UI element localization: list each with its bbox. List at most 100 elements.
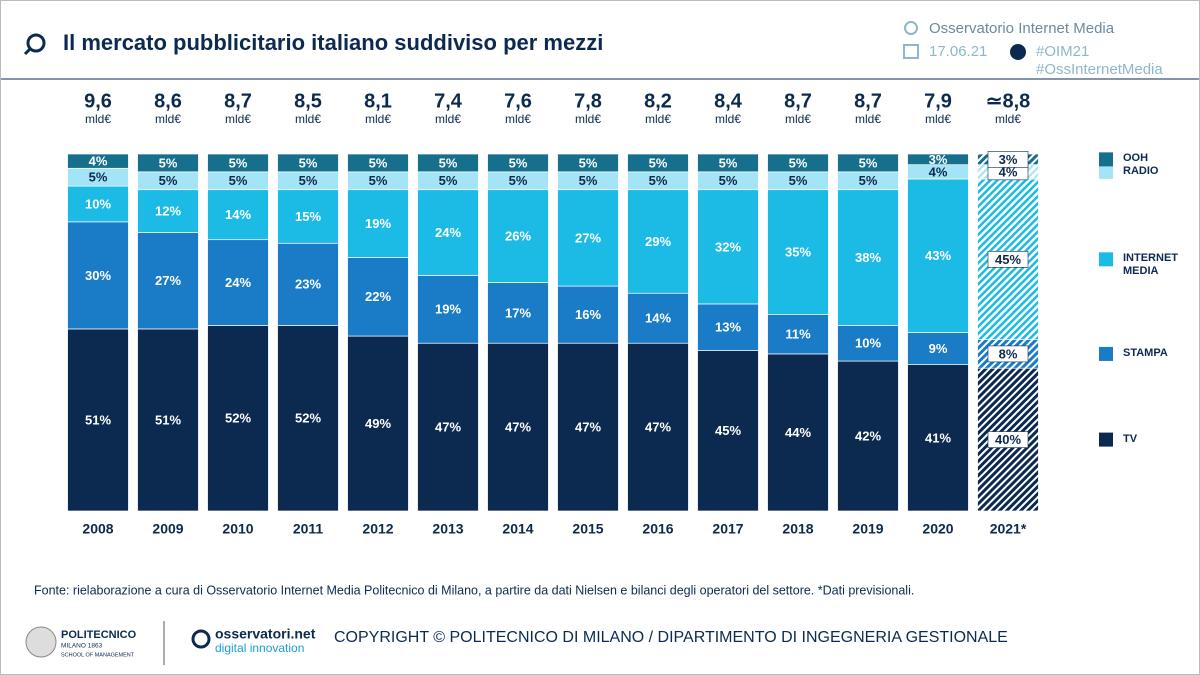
- total-unit: mld€: [505, 112, 531, 126]
- total-label: 8,6: [154, 90, 182, 112]
- value-label: 15%: [295, 209, 321, 224]
- total-unit: mld€: [785, 112, 811, 126]
- brand: osservatori.net: [215, 626, 316, 642]
- total-label: 8,4: [714, 90, 743, 112]
- value-label: 13%: [715, 320, 741, 335]
- value-label: 5%: [579, 173, 598, 188]
- bar-segment: [277, 189, 339, 244]
- value-label: 44%: [785, 425, 811, 440]
- bar-segment: [207, 239, 269, 326]
- brand-sub: digital innovation: [215, 641, 304, 655]
- value-label: 14%: [645, 311, 671, 326]
- x-tick-label: 2014: [502, 521, 533, 537]
- total-label: 7,9: [924, 90, 952, 112]
- bar-segment: [487, 153, 549, 173]
- observatory-icon: [904, 21, 918, 35]
- total-label: 7,8: [574, 90, 602, 112]
- bar-segment: [767, 189, 829, 315]
- value-label: 5%: [229, 155, 248, 170]
- value-label: 52%: [225, 411, 251, 426]
- value-label: 24%: [225, 275, 251, 290]
- total-unit: mld€: [715, 112, 741, 126]
- value-label: 40%: [995, 432, 1021, 447]
- bar-segment: [207, 325, 269, 512]
- value-label: 52%: [295, 411, 321, 426]
- bar-segment: [67, 153, 129, 169]
- value-label: 12%: [155, 204, 181, 219]
- value-label: 19%: [365, 216, 391, 231]
- bar-segment: [697, 350, 759, 512]
- logo-name: POLITECNICO: [61, 629, 137, 641]
- bar-segment: [487, 189, 549, 283]
- legend-label: INTERNET MEDIA: [1123, 252, 1178, 278]
- twitter-icon: [1010, 44, 1026, 60]
- value-label: 5%: [299, 155, 318, 170]
- total-unit: mld€: [855, 112, 881, 126]
- value-label: 5%: [159, 155, 178, 170]
- x-tick-label: 2019: [852, 521, 883, 537]
- total-label: 7,4: [434, 90, 463, 112]
- total-unit: mld€: [925, 112, 951, 126]
- title: Il mercato pubblicitario italiano suddiv…: [63, 30, 603, 55]
- x-tick-label: 2008: [82, 521, 113, 537]
- x-tick-label: 2009: [152, 521, 183, 537]
- value-label: 5%: [509, 173, 528, 188]
- value-label: 5%: [369, 155, 388, 170]
- legend-swatch: [1099, 252, 1113, 267]
- legend-swatch: [1099, 432, 1113, 447]
- bar-segment: [277, 153, 339, 173]
- value-label: 11%: [785, 327, 811, 342]
- bar-segment: [487, 282, 549, 344]
- bar-segment: [67, 185, 129, 223]
- x-tick-label: 2012: [362, 521, 393, 537]
- value-label: 3%: [999, 152, 1018, 167]
- value-label: 41%: [925, 430, 951, 445]
- value-label: 51%: [155, 412, 181, 427]
- value-label: 5%: [649, 173, 668, 188]
- total-label: 8,1: [364, 90, 392, 112]
- value-label: 35%: [785, 245, 811, 260]
- x-tick-label: 2011: [293, 521, 324, 537]
- bar-segment: [347, 189, 409, 258]
- bar-segment: [137, 232, 199, 330]
- bar-segment: [837, 153, 899, 173]
- value-label: 5%: [509, 155, 528, 170]
- logo-school: SCHOOL OF MANAGEMENT: [61, 652, 135, 658]
- bar-segment: [487, 342, 549, 512]
- value-label: 5%: [579, 155, 598, 170]
- legend-swatch: [1099, 346, 1113, 361]
- value-label: 4%: [999, 164, 1018, 179]
- bar-segment: [137, 153, 199, 173]
- legend-label: TV: [1123, 432, 1138, 445]
- value-label: 5%: [719, 155, 738, 170]
- bar-segment: [277, 242, 339, 326]
- bar-segment: [207, 153, 269, 173]
- bar-segment: [767, 153, 829, 173]
- value-label: 17%: [505, 305, 531, 320]
- total-unit: mld€: [995, 112, 1021, 126]
- value-label: 22%: [365, 289, 391, 304]
- total-unit: mld€: [155, 112, 181, 126]
- title-icon: [26, 33, 46, 53]
- bar-segment: [837, 189, 899, 326]
- x-tick-label: 2021*: [990, 521, 1027, 537]
- bar-segment: [907, 178, 969, 333]
- value-label: 45%: [715, 423, 741, 438]
- total-unit: mld€: [435, 112, 461, 126]
- value-label: 43%: [925, 248, 951, 263]
- bar-segment: [907, 364, 969, 512]
- bar-segment: [557, 342, 619, 512]
- value-label: 47%: [645, 420, 671, 435]
- value-label: 5%: [159, 173, 178, 188]
- legend-label: RADIO: [1123, 164, 1159, 177]
- legend-swatch: [1099, 164, 1113, 179]
- total-unit: mld€: [85, 112, 111, 126]
- bar-segment: [207, 189, 269, 241]
- bar-segment: [557, 189, 619, 287]
- value-label: 51%: [85, 412, 111, 427]
- value-label: 38%: [855, 250, 881, 265]
- bar-segment: [767, 314, 829, 355]
- bar-segment: [627, 292, 689, 344]
- value-label: 32%: [715, 239, 741, 254]
- value-label: 26%: [505, 229, 531, 244]
